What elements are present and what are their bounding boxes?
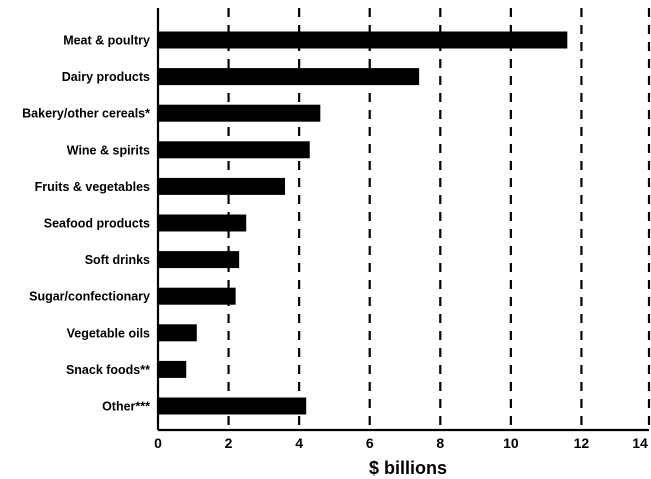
- category-label: Bakery/other cereals*: [22, 107, 150, 121]
- x-tick-label: 12: [574, 435, 590, 451]
- category-label: Fruits & vegetables: [35, 180, 150, 194]
- category-label: Dairy products: [62, 70, 150, 84]
- x-tick-label: 14: [632, 435, 648, 451]
- category-label: Sugar/confectionary: [29, 290, 150, 304]
- category-label: Seafood products: [44, 217, 150, 231]
- bar: [158, 287, 236, 305]
- bar: [158, 141, 310, 159]
- x-tick-label: 4: [295, 435, 303, 451]
- category-label: Other***: [102, 400, 150, 414]
- category-labels: Meat & poultry Dairy products Bakery/other…: [22, 34, 150, 414]
- bar: [158, 104, 321, 122]
- x-tick-label: 8: [436, 435, 444, 451]
- category-label: Wine & spirits: [67, 143, 150, 157]
- x-axis-title: $ billions: [369, 458, 447, 478]
- bar: [158, 324, 197, 342]
- bar: [158, 360, 187, 378]
- bar: [158, 397, 307, 415]
- x-tick-label: 10: [503, 435, 519, 451]
- bar: [158, 68, 420, 86]
- bar: [158, 31, 568, 49]
- category-label: Vegetable oils: [67, 326, 150, 340]
- axes: [156, 8, 649, 432]
- category-label: Soft drinks: [85, 253, 150, 267]
- category-label: Snack foods**: [66, 363, 150, 377]
- bars: [158, 31, 568, 415]
- x-tick-labels: 0 2 4 6 8 10 12 14: [154, 435, 648, 451]
- x-tick-label: 6: [366, 435, 374, 451]
- bar: [158, 214, 247, 232]
- bar: [158, 177, 286, 195]
- x-tick-label: 2: [225, 435, 233, 451]
- bar: [158, 251, 240, 269]
- x-tick-label: 0: [154, 435, 162, 451]
- category-label: Meat & poultry: [63, 34, 150, 48]
